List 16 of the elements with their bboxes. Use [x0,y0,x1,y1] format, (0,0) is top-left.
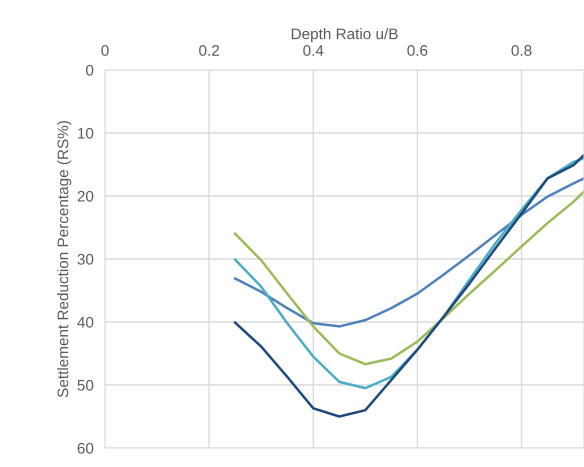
x-tick-label: 0.6 [407,45,428,56]
x-tick-label: 0.4 [303,45,324,56]
y-tick-label: 50 [78,380,94,391]
y-tick-label: 0 [86,64,94,76]
x-axis-title: Depth Ratio u/B [292,28,398,42]
line-series [234,177,584,328]
line-series [234,190,584,366]
x-tick-label: 0.2 [199,45,219,56]
y-tick-label: 20 [78,190,94,202]
y-tick-label: 40 [77,316,94,328]
y-tick-label: 10 [78,128,94,139]
x-tick-label: 0.8 [512,45,532,56]
y-axis-title: Settlement Reduction Percentage (RS%) [57,121,72,398]
y-tick-label: 60 [78,442,94,454]
x-tick-label: 0 [101,45,109,56]
y-tick-label: 30 [77,254,94,265]
